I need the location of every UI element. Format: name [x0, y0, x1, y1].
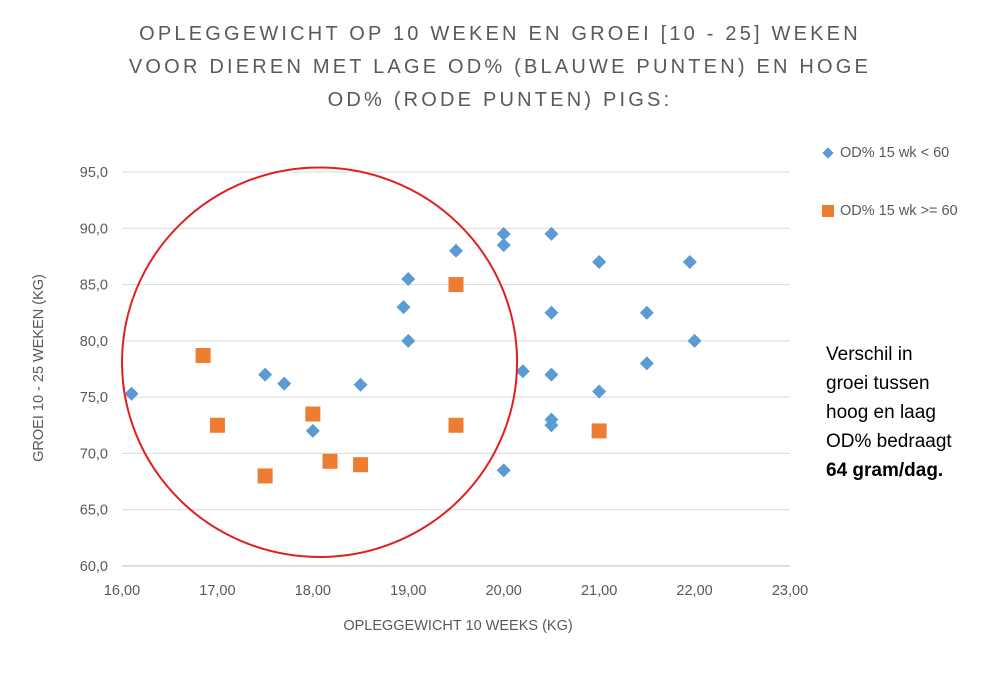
data-point-blue: [639, 305, 654, 320]
data-point-blue: [544, 305, 559, 320]
data-point-blue: [353, 377, 368, 392]
data-point-blue: [687, 333, 702, 348]
data-point-orange: [305, 406, 321, 422]
data-point-blue: [277, 376, 292, 391]
x-tick-label: 21,00: [581, 583, 617, 599]
data-point-blue: [639, 356, 654, 371]
data-point-blue: [258, 367, 273, 382]
legend-diamond-marker: [822, 147, 834, 159]
data-point-blue: [124, 386, 139, 401]
legend-label: OD% 15 wk < 60: [840, 145, 950, 161]
data-point-blue: [449, 243, 463, 258]
annotation-line: groei tussen: [826, 373, 930, 394]
data-point-blue: [544, 226, 559, 241]
annotation-line: Verschil in: [826, 344, 913, 365]
data-point-blue: [515, 364, 530, 379]
x-tick-label: 16,00: [104, 583, 140, 599]
data-point-blue: [682, 255, 697, 270]
x-tick-label: 20,00: [486, 583, 522, 599]
data-point-orange: [322, 453, 338, 469]
y-tick-label: 95,0: [80, 165, 108, 181]
legend-entry-orange: OD% 15 wk >= 60: [822, 203, 958, 219]
annotation-line: OD% bedraagt: [826, 431, 952, 452]
data-point-blue: [592, 384, 607, 399]
x-tick-label: 23,00: [772, 583, 808, 599]
y-tick-label: 80,0: [80, 334, 108, 350]
data-point-orange: [448, 417, 464, 433]
legend-entry-blue: OD% 15 wk < 60: [822, 145, 949, 161]
x-axis-title: OPLEGGEWICHT 10 WEEKS (KG): [343, 618, 572, 634]
data-point-blue: [544, 418, 559, 433]
y-tick-label: 90,0: [80, 221, 108, 237]
x-tick-label: 17,00: [199, 583, 235, 599]
annotation-line: hoog en laag: [826, 402, 936, 423]
annotation-bold: 64 gram/dag.: [826, 460, 944, 481]
data-point-orange: [591, 423, 607, 439]
data-point-blue: [401, 333, 416, 348]
legend-square-marker: [822, 205, 834, 218]
data-point-orange: [353, 457, 369, 473]
data-point-orange: [257, 468, 273, 484]
y-tick-label: 75,0: [80, 390, 108, 406]
y-tick-label: 70,0: [80, 446, 108, 462]
data-point-blue: [592, 255, 607, 270]
annotation-text: Verschil in groei tussen hoog en laag OD…: [826, 340, 996, 485]
data-point-orange: [209, 417, 225, 433]
highlight-circle: [121, 166, 519, 558]
y-tick-label: 85,0: [80, 278, 108, 294]
data-point-blue: [496, 238, 511, 253]
data-point-blue: [496, 226, 511, 241]
data-point-orange: [195, 347, 211, 363]
y-tick-label: 65,0: [80, 503, 108, 519]
data-point-blue: [401, 271, 416, 286]
chart-title-line: VOOR DIEREN MET LAGE OD% (BLAUWE PUNTEN)…: [128, 56, 872, 78]
y-axis-title: GROEI 10 - 25 WEKEN (KG): [31, 274, 47, 462]
data-point-blue: [544, 367, 559, 382]
chart-title-line: OD% (RODE PUNTEN) PIGS:: [327, 89, 673, 111]
y-tick-label: 60,0: [80, 559, 108, 575]
data-point-orange: [448, 277, 464, 293]
x-tick-label: 22,00: [676, 583, 712, 599]
chart-title-line: OPLEGGEWICHT OP 10 WEKEN EN GROEI [10 - …: [139, 23, 861, 45]
data-point-blue: [496, 463, 511, 478]
x-tick-label: 18,00: [295, 583, 331, 599]
legend-label: OD% 15 wk >= 60: [840, 203, 958, 219]
data-point-blue: [305, 423, 320, 438]
data-point-blue: [396, 300, 411, 315]
chart-title: OPLEGGEWICHT OP 10 WEKEN EN GROEI [10 - …: [60, 18, 940, 117]
x-tick-label: 19,00: [390, 583, 426, 599]
